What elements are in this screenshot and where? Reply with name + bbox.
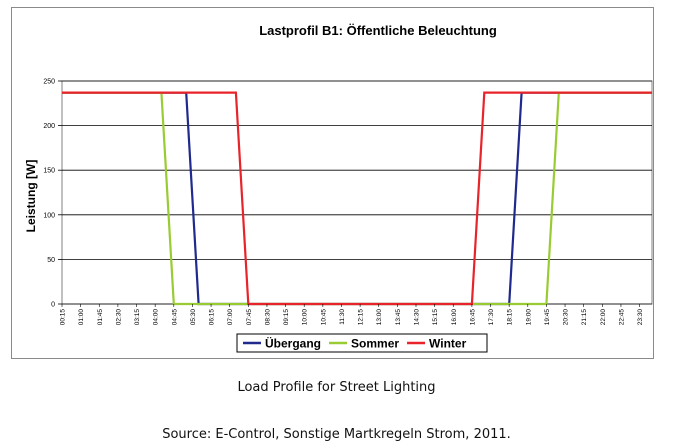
legend-label: Übergang <box>265 336 321 351</box>
x-tick-label: 21:15 <box>581 309 588 326</box>
x-tick-label: 16:45 <box>469 309 476 326</box>
grid-layer <box>61 80 653 305</box>
x-tick-label: 20:30 <box>563 309 570 326</box>
x-tick-label: 07:00 <box>227 309 234 326</box>
x-tick-label: 22:00 <box>600 309 607 326</box>
x-tick-label: 09:15 <box>283 309 290 326</box>
y-tick-label: 200 <box>43 123 55 130</box>
x-tick-label: 01:00 <box>78 309 85 326</box>
legend-label: Winter <box>429 337 467 351</box>
x-tick-label: 01:45 <box>97 309 104 326</box>
caption-source: Source: E-Control, Sonstige Martkregeln … <box>162 427 511 442</box>
x-tick-label: 10:45 <box>320 309 327 326</box>
x-tick-label: 23:30 <box>637 309 644 326</box>
x-tick-label: 19:00 <box>525 309 532 326</box>
x-tick-label: 17:30 <box>488 309 495 326</box>
legend-label: Sommer <box>351 337 399 351</box>
series-line--bergang <box>62 91 652 306</box>
y-tick-label: 250 <box>43 79 55 86</box>
x-tick-label: 04:45 <box>171 309 178 326</box>
x-tick-label: 13:00 <box>376 309 383 326</box>
axis-layer: 0 50 100 150 200 250 00:15 01:00 01:45 02:30 03:15… <box>43 79 644 326</box>
x-tick-label: 07:45 <box>246 309 253 326</box>
x-tick-label: 13:45 <box>395 309 402 326</box>
x-tick-label: 22:45 <box>618 309 625 326</box>
series-line-winter <box>62 91 652 306</box>
legend: Übergang Sommer Winter <box>236 333 488 353</box>
x-tick-label: 16:00 <box>451 309 458 326</box>
series-layer <box>62 91 652 306</box>
x-tick-label: 10:00 <box>302 309 309 326</box>
x-tick-label: 08:30 <box>264 309 271 326</box>
x-tick-label: 12:15 <box>358 309 365 326</box>
series-line-sommer <box>62 91 652 306</box>
y-tick-label: 100 <box>43 212 55 219</box>
chart-title: Lastprofil B1: Öffentliche Beleuchtung <box>259 23 497 38</box>
x-tick-label: 00:15 <box>60 309 67 326</box>
x-tick-label: 15:15 <box>432 309 439 326</box>
y-tick-label: 150 <box>43 168 55 175</box>
x-tick-label: 04:00 <box>153 309 160 326</box>
x-tick-label: 19:45 <box>544 309 551 326</box>
legend-box <box>236 333 488 353</box>
x-tick-label: 03:15 <box>134 309 141 326</box>
y-tick-label: 50 <box>47 257 55 264</box>
x-tick-label: 14:30 <box>414 309 421 326</box>
chart: Lastprofil B1: Öffentliche Beleuchtung L… <box>24 23 653 353</box>
x-tick-label: 05:30 <box>190 309 197 326</box>
x-tick-label: 02:30 <box>115 309 122 326</box>
x-tick-label: 18:15 <box>507 309 514 326</box>
chart-frame: Lastprofil B1: Öffentliche Beleuchtung L… <box>11 7 654 359</box>
y-tick-label: 0 <box>51 302 55 309</box>
plot-border <box>61 80 653 305</box>
x-tick-label: 06:15 <box>209 309 216 326</box>
caption-title: Load Profile for Street Lighting <box>237 380 436 395</box>
y-axis-label: Leistung [W] <box>24 160 38 233</box>
x-tick-label: 11:30 <box>339 309 346 325</box>
